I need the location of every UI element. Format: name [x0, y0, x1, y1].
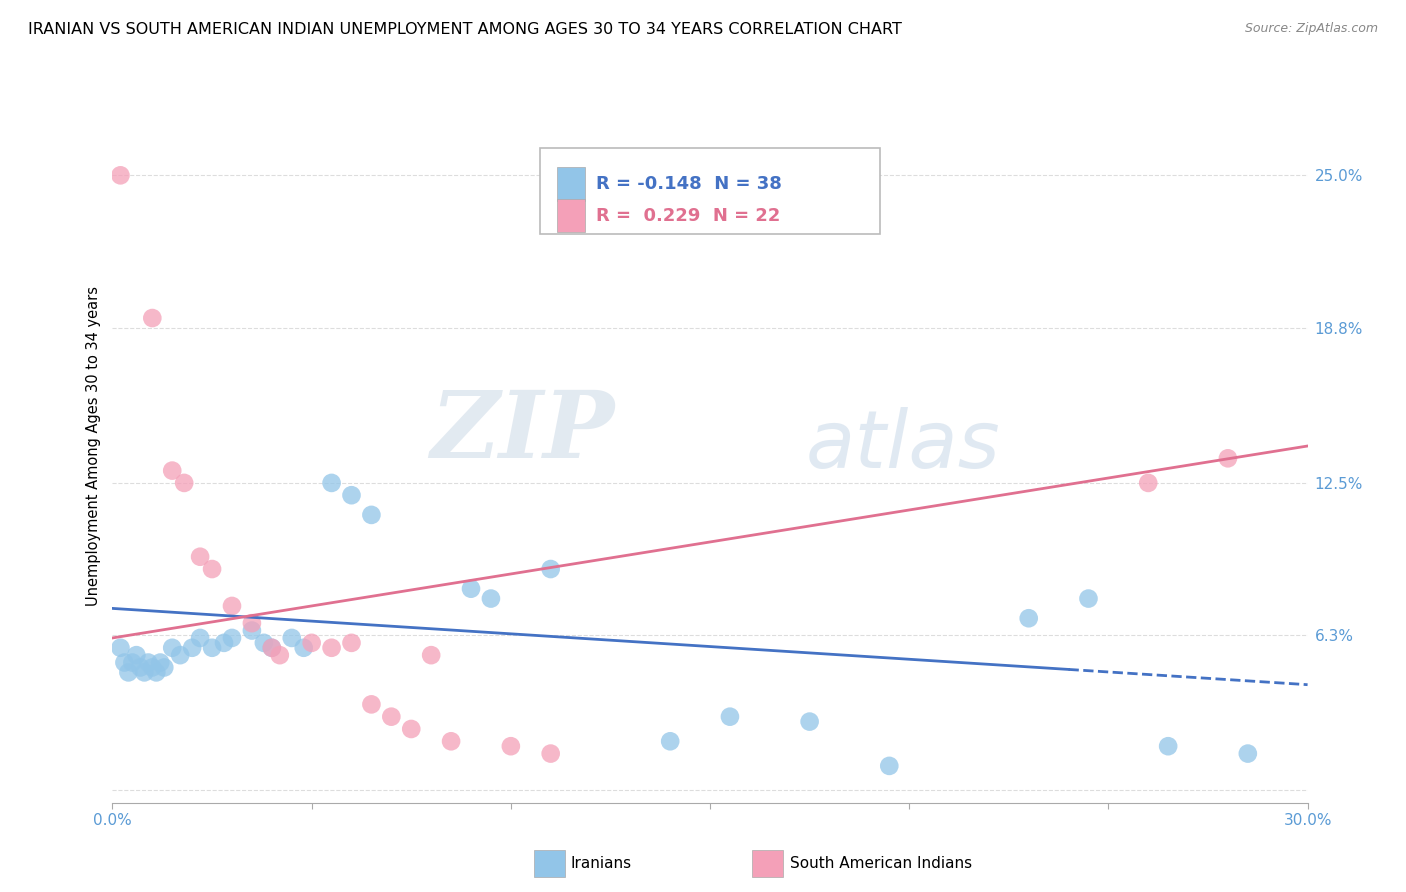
South American Indians: [162, 464, 183, 478]
Iranians: [1237, 747, 1260, 761]
Iranians: [125, 648, 148, 662]
South American Indians: [269, 648, 291, 662]
South American Indians: [141, 311, 163, 326]
Text: IRANIAN VS SOUTH AMERICAN INDIAN UNEMPLOYMENT AMONG AGES 30 TO 34 YEARS CORRELAT: IRANIAN VS SOUTH AMERICAN INDIAN UNEMPLO…: [28, 22, 903, 37]
Iranians: [181, 640, 204, 655]
Iranians: [253, 636, 276, 650]
South American Indians: [221, 599, 243, 613]
Iranians: [121, 656, 143, 670]
Iranians: [321, 475, 343, 490]
Text: Iranians: Iranians: [571, 856, 631, 871]
South American Indians: [540, 747, 562, 761]
South American Indians: [201, 562, 224, 576]
Iranians: [460, 582, 482, 596]
Iranians: [145, 665, 167, 680]
South American Indians: [420, 648, 443, 662]
Iranians: [877, 759, 900, 773]
Text: atlas: atlas: [806, 407, 1001, 485]
South American Indians: [401, 722, 423, 736]
South American Indians: [440, 734, 463, 748]
South American Indians: [188, 549, 211, 564]
Iranians: [1157, 739, 1180, 754]
Iranians: [1018, 611, 1040, 625]
Text: ZIP: ZIP: [430, 387, 614, 476]
Iranians: [188, 631, 211, 645]
Iranians: [260, 640, 283, 655]
South American Indians: [260, 640, 283, 655]
South American Indians: [340, 636, 363, 650]
Iranians: [134, 665, 156, 680]
Iranians: [718, 709, 741, 723]
South American Indians: [321, 640, 343, 655]
Text: R = -0.148  N = 38: R = -0.148 N = 38: [596, 176, 782, 194]
South American Indians: [360, 698, 382, 712]
Iranians: [240, 624, 263, 638]
Iranians: [201, 640, 224, 655]
Iranians: [212, 636, 235, 650]
Iranians: [221, 631, 243, 645]
Iranians: [138, 656, 160, 670]
Iranians: [117, 665, 139, 680]
Iranians: [1077, 591, 1099, 606]
Text: R =  0.229  N = 22: R = 0.229 N = 22: [596, 207, 780, 225]
South American Indians: [1216, 451, 1239, 466]
Iranians: [162, 640, 183, 655]
South American Indians: [240, 616, 263, 631]
Iranians: [129, 660, 152, 674]
Iranians: [799, 714, 821, 729]
South American Indians: [173, 475, 195, 490]
Text: South American Indians: South American Indians: [790, 856, 973, 871]
Iranians: [169, 648, 191, 662]
Iranians: [281, 631, 304, 645]
Iranians: [540, 562, 562, 576]
Iranians: [360, 508, 382, 522]
Text: Source: ZipAtlas.com: Source: ZipAtlas.com: [1244, 22, 1378, 36]
Iranians: [141, 660, 163, 674]
Iranians: [149, 656, 172, 670]
Iranians: [110, 640, 132, 655]
Iranians: [340, 488, 363, 502]
South American Indians: [499, 739, 522, 754]
South American Indians: [301, 636, 323, 650]
Iranians: [114, 656, 135, 670]
Iranians: [479, 591, 502, 606]
Iranians: [153, 660, 176, 674]
South American Indians: [110, 169, 132, 183]
Iranians: [659, 734, 682, 748]
South American Indians: [1137, 475, 1160, 490]
South American Indians: [380, 709, 402, 723]
Y-axis label: Unemployment Among Ages 30 to 34 years: Unemployment Among Ages 30 to 34 years: [86, 286, 101, 606]
Iranians: [292, 640, 315, 655]
